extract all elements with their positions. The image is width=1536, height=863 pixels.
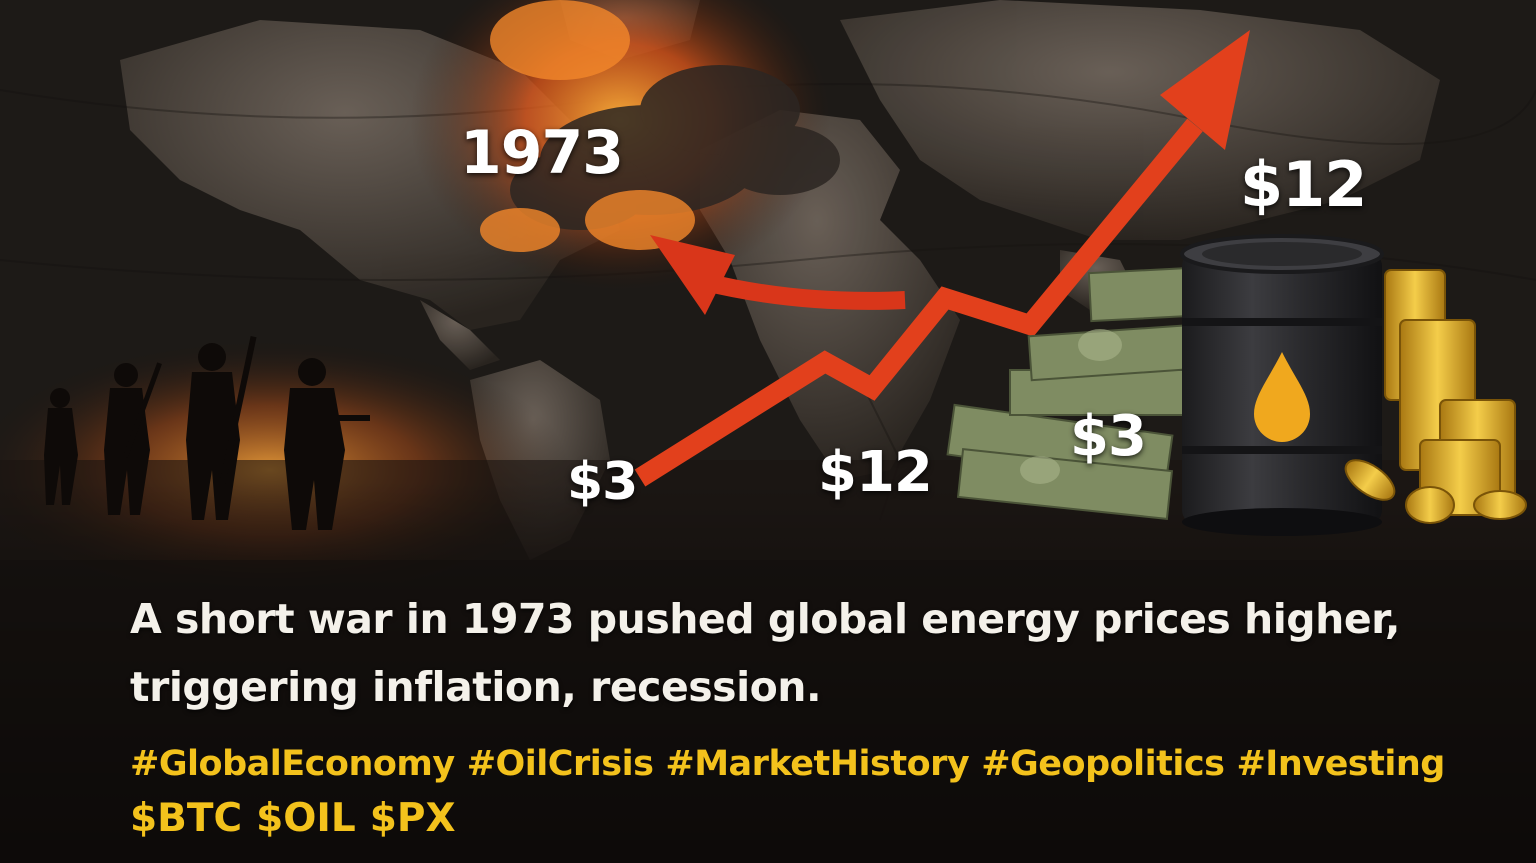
smoke [510,65,840,230]
ticker-link[interactable]: $OIL [256,796,356,841]
oil-drop-icon [1254,352,1310,442]
soldier-silhouettes [44,336,370,530]
hashtag-link[interactable]: #Investing [1236,744,1445,784]
price-label-mid: $12 [818,440,933,505]
hashtag-link[interactable]: #OilCrisis [466,744,654,784]
hashtag-link[interactable]: #Geopolitics [981,744,1225,784]
return-arrow [650,235,906,315]
cash-stack [946,265,1213,520]
ticker-list: $BTC $OIL $PX [130,796,470,841]
caption-text: A short war in 1973 pushed global energy… [130,595,1400,711]
rising-arrow [634,30,1250,487]
hashtag-list: #GlobalEconomy #OilCrisis #MarketHistory #G… [130,744,1536,784]
hashtag-link[interactable]: #GlobalEconomy [130,744,455,784]
gold-coin-stack [1344,269,1527,524]
hashtag-link[interactable]: #MarketHistory [665,744,970,784]
year-label: 1973 [460,118,624,188]
price-label-start: $3 [567,452,638,512]
ticker-link[interactable]: $PX [369,796,456,841]
ticker-link[interactable]: $BTC [130,796,243,841]
price-label-barrel-high: $12 [1240,148,1367,221]
price-label-barrel-low: $3 [1070,404,1147,469]
